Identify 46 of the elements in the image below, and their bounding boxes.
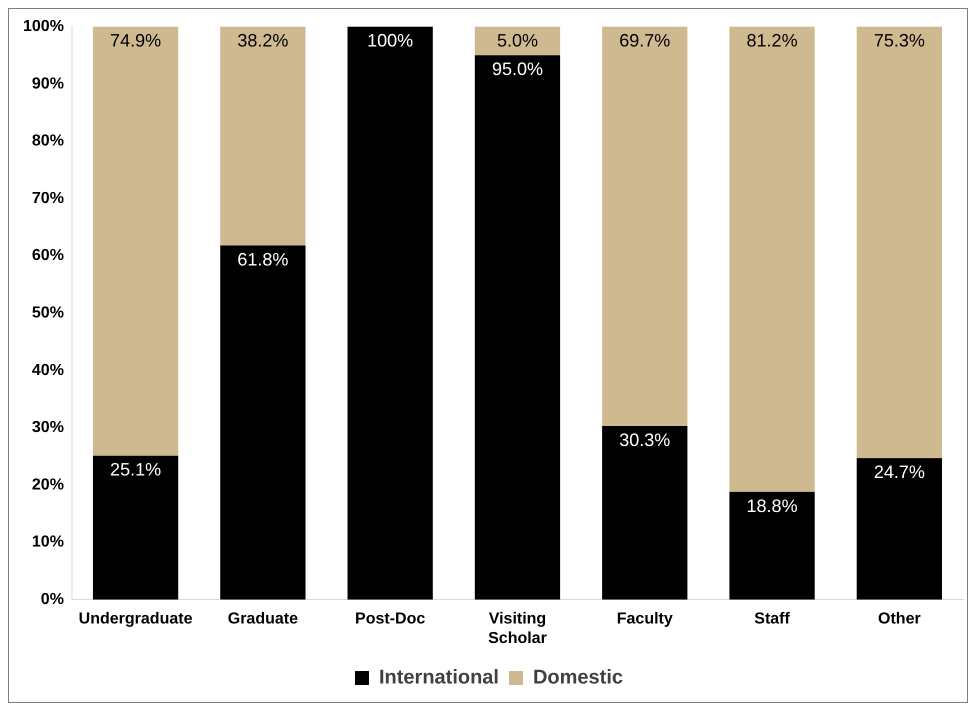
y-tick-label: 20% [32,476,64,494]
bar [729,26,815,492]
bar [474,26,560,56]
y-tick-label: 40% [32,362,64,379]
bar [220,245,306,600]
bar [92,456,178,600]
bar [602,426,688,600]
y-tick-label: 100% [23,18,64,36]
y-tick-label: 80% [32,132,64,150]
y-tick-label: 10% [32,534,64,551]
x-tick-label: Staff [754,610,790,628]
bar [856,458,942,600]
data-label: 61.8% [237,249,288,270]
bar [348,26,433,600]
data-label: 75.3% [874,30,925,51]
y-tick-label: 30% [32,419,64,436]
data-label: 30.3% [619,430,670,450]
y-tick-label: 50% [32,304,64,322]
bar [602,26,688,426]
bar [729,492,815,600]
y-tick-label: 90% [32,75,64,92]
x-tick-label: Visiting Scholar [488,610,547,647]
data-label: 38.2% [237,30,288,51]
data-label: 24.7% [874,462,925,482]
data-label: 5.0% [496,30,538,51]
x-tick-label: Faculty [616,610,673,628]
y-tick-label: 0% [40,591,64,608]
data-label: 100% [367,30,414,51]
bar [856,26,942,458]
legend-label: Domestic [532,666,624,689]
bar [220,26,306,246]
data-label: 81.2% [746,30,798,51]
bar [92,26,178,456]
x-tick-label: Post-Doc [355,610,426,628]
data-label: 95.0% [492,59,543,80]
data-label: 69.7% [619,30,670,51]
data-label: 25.1% [110,460,162,480]
data-label: 74.9% [110,30,162,51]
x-tick-label: Graduate [228,610,298,628]
x-tick-label: Undergraduate [78,610,193,628]
y-tick-label: 60% [32,247,64,264]
x-tick-label: Other [878,610,921,628]
data-label: 18.8% [746,496,798,516]
bar [474,55,560,600]
y-tick-label: 70% [32,190,64,207]
legend-label: International [378,666,499,689]
